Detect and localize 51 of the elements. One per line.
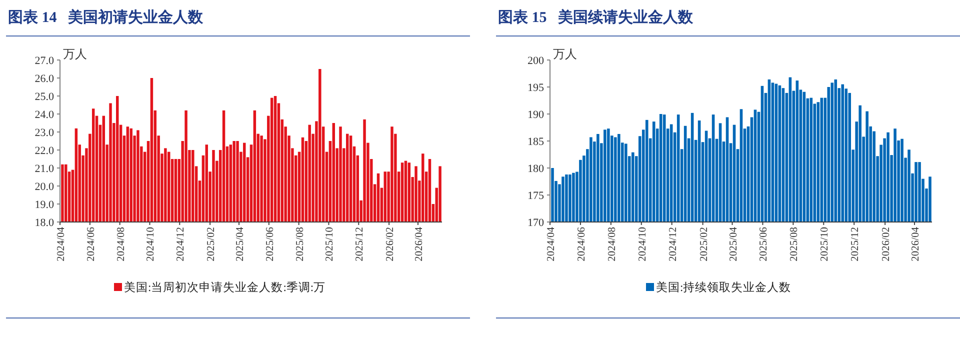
y-tick-label: 27.0 <box>34 55 54 67</box>
chart-title: 图表 14 美国初请失业金人数 <box>8 8 204 26</box>
x-tick-label: 2026/04 <box>910 226 922 262</box>
legend-label: 美国:持续领取失业金人数 <box>656 280 792 294</box>
x-tick-label: 2025/10 <box>820 227 831 262</box>
x-tick-label: 2024/08 <box>116 227 127 262</box>
y-tick-label: 200 <box>528 55 544 67</box>
y-tick-label: 24.0 <box>34 109 54 121</box>
y-tick-label: 18.0 <box>34 217 54 229</box>
x-tick-label: 2024/08 <box>606 227 618 262</box>
y-axis-title: 万人 <box>553 47 577 61</box>
y-tick-label: 195 <box>528 82 544 94</box>
y-tick-label: 180 <box>528 163 544 175</box>
y-axis-title: 万人 <box>63 47 87 61</box>
x-tick-label: 2025/12 <box>354 227 366 262</box>
chart-title: 图表 15 美国续请失业金人数 <box>498 8 694 26</box>
y-tick-label: 190 <box>528 109 544 121</box>
x-tick-label: 2025/04 <box>234 226 246 262</box>
y-tick-label: 19.0 <box>34 199 54 211</box>
x-tick-label: 2025/06 <box>758 227 770 262</box>
x-tick-label: 2024/12 <box>668 227 679 262</box>
x-tick-label: 2024/06 <box>86 227 97 262</box>
x-tick-label: 2026/04 <box>414 226 425 262</box>
legend: 美国:当周初次申请失业金人数:季调:万 <box>114 282 326 294</box>
y-tick-label: 175 <box>528 190 544 202</box>
x-tick-label: 2025/02 <box>206 227 218 262</box>
y-tick-label: 23.0 <box>34 127 54 139</box>
legend-label: 美国:当周初次申请失业金人数:季调:万 <box>124 280 326 294</box>
legend: 美国:持续领取失业金人数 <box>646 282 792 294</box>
x-tick-label: 2024/10 <box>637 227 648 262</box>
y-tick-label: 22.0 <box>34 145 54 157</box>
x-tick-label: 2025/06 <box>264 227 276 262</box>
x-tick-label: 2025/08 <box>294 227 306 262</box>
y-tick-label: 20.0 <box>34 181 54 193</box>
y-tick-label: 185 <box>528 136 544 148</box>
x-tick-label: 2025/12 <box>850 227 862 262</box>
x-tick-label: 2026/02 <box>385 227 396 262</box>
y-tick-label: 26.0 <box>34 73 54 85</box>
x-tick-label: 2024/10 <box>146 227 157 262</box>
y-tick-label: 21.0 <box>34 163 54 175</box>
x-tick-label: 2024/06 <box>576 227 588 262</box>
x-tick-label: 2024/04 <box>546 226 557 262</box>
x-tick-label: 2025/04 <box>728 226 740 262</box>
x-tick-label: 2026/02 <box>881 227 892 262</box>
x-tick-label: 2025/10 <box>324 227 336 262</box>
y-tick-label: 170 <box>528 217 544 229</box>
x-tick-label: 2024/12 <box>176 227 187 262</box>
y-tick-label: 25.0 <box>34 91 54 103</box>
x-tick-label: 2024/04 <box>56 226 67 262</box>
x-tick-label: 2025/02 <box>698 227 710 262</box>
x-tick-label: 2025/08 <box>789 227 800 262</box>
